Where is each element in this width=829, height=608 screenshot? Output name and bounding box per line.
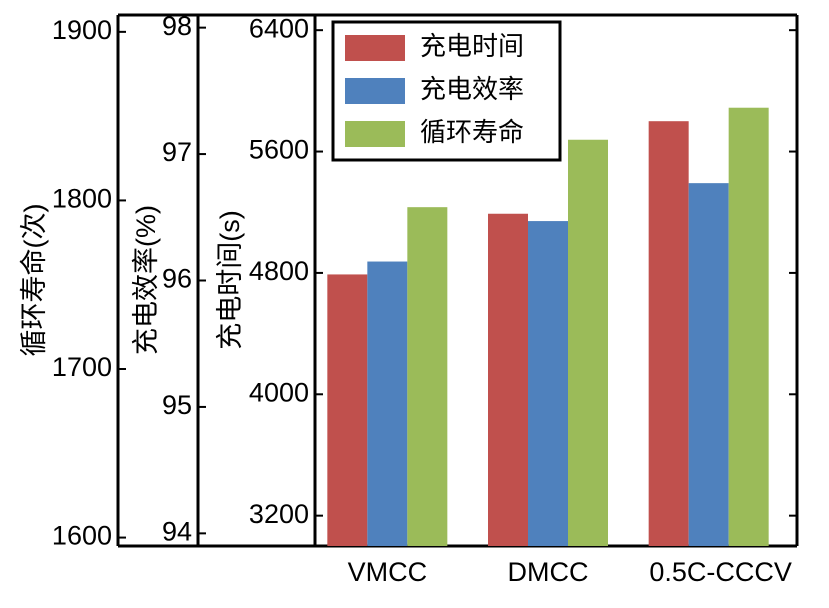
- bar: [488, 213, 528, 546]
- bar: [367, 261, 408, 546]
- y2-tick-label: 97: [162, 137, 192, 167]
- y-tick-label: 4800: [249, 256, 309, 286]
- bar: [528, 221, 568, 547]
- bar: [688, 183, 729, 546]
- x-tick-label: VMCC: [348, 557, 428, 587]
- legend-swatch: [345, 78, 405, 104]
- y2-tick-label: 96: [162, 264, 192, 294]
- y3-axis-title: 循环寿命(次): [19, 204, 49, 357]
- y3-tick-label: 1600: [52, 521, 112, 551]
- y2-tick-label: 94: [162, 516, 192, 546]
- bar: [407, 207, 448, 546]
- bar: [327, 274, 368, 546]
- y-tick-label: 3200: [249, 499, 309, 529]
- bar: [728, 107, 769, 546]
- y3-tick-label: 1700: [52, 352, 112, 382]
- bar: [648, 121, 689, 546]
- legend-swatch: [345, 35, 405, 61]
- legend-label: 循环寿命: [420, 117, 524, 147]
- legend-swatch: [345, 121, 405, 147]
- y-tick-label: 5600: [249, 135, 309, 165]
- y-tick-label: 6400: [249, 13, 309, 43]
- x-tick-label: 0.5C-CCCV: [649, 557, 792, 587]
- y2-tick-label: 98: [162, 11, 192, 41]
- y2-tick-label: 95: [162, 390, 192, 420]
- bar: [568, 139, 608, 546]
- legend-label: 充电时间: [420, 31, 524, 61]
- x-tick-label: DMCC: [508, 557, 589, 587]
- y3-tick-label: 1800: [52, 184, 112, 214]
- y-tick-label: 4000: [249, 377, 309, 407]
- y2-axis-title: 充电效率(%): [131, 205, 161, 355]
- y3-tick-label: 1900: [52, 15, 112, 45]
- legend-label: 充电效率: [420, 74, 524, 104]
- y-axis-title: 充电时间(s): [215, 210, 245, 349]
